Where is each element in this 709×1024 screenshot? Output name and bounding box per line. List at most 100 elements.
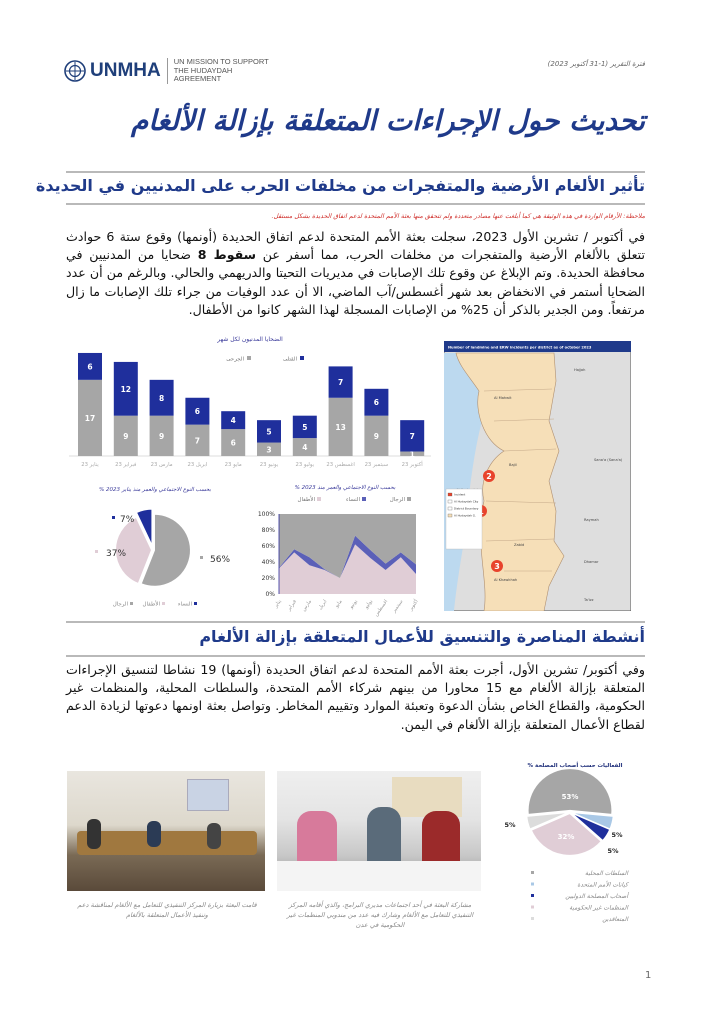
map-legend-swatch bbox=[447, 499, 453, 504]
map-legend-swatch bbox=[447, 492, 453, 497]
legend-label: السلطات المحلية bbox=[585, 870, 629, 877]
map-place-label: Al Mahwit bbox=[494, 396, 512, 400]
map-title: Number of landmine and ERW incidents per… bbox=[448, 346, 592, 350]
bar-value-label: 5 bbox=[302, 423, 307, 432]
logo-subtitle-line: AGREEMENT bbox=[173, 74, 222, 84]
gender-age-pie-chart: % بحسب النوع الاجتماعي والعمر منذ يناير … bbox=[95, 486, 230, 608]
x-tick-label: مايو bbox=[333, 598, 343, 609]
legend-label: المنظمات غير الحكومية bbox=[569, 905, 629, 912]
legend-label: القتلى bbox=[283, 357, 298, 363]
legend-swatch bbox=[531, 905, 534, 909]
bar-value-label: 5 bbox=[266, 427, 271, 436]
district-boundary bbox=[503, 448, 557, 452]
legend-swatch bbox=[531, 882, 534, 886]
map-title-bar bbox=[444, 341, 631, 352]
legend-swatch bbox=[162, 602, 165, 605]
chart-title: % بحسب النوع الاجتماعي والعمر منذ 2023 bbox=[295, 484, 396, 491]
bar-segment bbox=[78, 379, 102, 456]
legend-swatch bbox=[247, 356, 251, 360]
district-boundary bbox=[483, 388, 553, 392]
legend-swatch bbox=[317, 497, 321, 501]
bar-value-label: 6 bbox=[195, 407, 200, 416]
logo-text: UNMHA bbox=[90, 60, 161, 81]
x-tick-label: أكتوبر 23 bbox=[402, 460, 424, 468]
incident-count: 3 bbox=[494, 562, 500, 571]
pie-slice bbox=[115, 516, 153, 585]
incident-marker bbox=[483, 470, 495, 482]
bar-segment bbox=[328, 366, 353, 398]
photo-programme-managers-meeting bbox=[277, 771, 481, 891]
unmha-logo: UNMHA UN MISSION TO SUPPORT THE HUDAYDAH… bbox=[64, 58, 269, 84]
x-tick-label: مارس bbox=[301, 598, 313, 612]
legend-label: الأطفال bbox=[143, 600, 161, 608]
legend-label: النساء bbox=[346, 497, 361, 503]
map-place-label: Hajjah bbox=[574, 368, 585, 372]
bar-value-label: 9 bbox=[374, 432, 379, 441]
bar-segment bbox=[149, 379, 174, 416]
map-legend bbox=[445, 488, 483, 550]
map-legend-swatch bbox=[447, 513, 453, 518]
bar-value-label: 6 bbox=[231, 439, 236, 448]
bar-value-label: 17 bbox=[85, 414, 95, 423]
pie-data-label: 32% bbox=[558, 833, 575, 841]
pie-data-label: 53% bbox=[562, 793, 579, 801]
x-tick-label: اغسطس bbox=[373, 599, 389, 618]
x-tick-label: يوليو bbox=[363, 598, 374, 611]
page-number: 1 bbox=[645, 970, 652, 981]
gender-age-area-chart: % بحسب النوع الاجتماعي والعمر منذ 2023 ال… bbox=[258, 484, 420, 618]
area-series bbox=[279, 544, 416, 594]
photo-caption: مشاركة البعثة في أحد اجتماعات مديري البر… bbox=[286, 901, 474, 929]
legend-label: أصحاب المصلحة الدوليين bbox=[565, 892, 629, 900]
y-tick-label: 20% bbox=[262, 575, 276, 582]
pie-slice bbox=[135, 508, 153, 546]
bar-value-label: 7 bbox=[410, 432, 415, 441]
bar-value-label: 3 bbox=[266, 445, 271, 454]
bar-segment bbox=[257, 442, 281, 456]
pie-slice bbox=[140, 513, 191, 587]
x-tick-label: يونيو bbox=[348, 598, 359, 611]
x-tick-label: يونيو 23 bbox=[260, 462, 279, 468]
bar-value-label: 7 bbox=[338, 378, 343, 387]
legend-label: الرجال bbox=[113, 602, 129, 608]
pie-data-label: 56% bbox=[210, 555, 230, 565]
bar-segment bbox=[185, 397, 210, 425]
y-tick-label: 80% bbox=[262, 527, 276, 534]
section1-heading: تأثير الألغام الأرضية والمتفجرات من مخلف… bbox=[35, 176, 645, 195]
legend-swatch bbox=[407, 497, 411, 501]
x-tick-label: سبتمبر bbox=[391, 599, 405, 615]
pie-data-label: 5% bbox=[611, 831, 623, 839]
photo-meeting-executive-center bbox=[67, 771, 265, 891]
incident-marker bbox=[491, 560, 503, 572]
bar-value-label: 9 bbox=[159, 432, 164, 441]
x-tick-label: فبراير bbox=[285, 598, 298, 613]
district-boundary bbox=[493, 418, 555, 422]
map-legend-label: Al Hudaydah G. bbox=[454, 514, 476, 518]
y-tick-label: 0% bbox=[265, 591, 275, 598]
map-place-label: Al Khawkhah bbox=[494, 578, 517, 582]
bar-segment bbox=[292, 415, 317, 439]
disclaimer-note: ملاحظة: الأرقام الواردة في هذه الوثيقة ه… bbox=[271, 213, 645, 220]
chart-title: الضحايا المدنيون لكل شهر bbox=[216, 336, 283, 343]
legend-label: الأطفال bbox=[298, 495, 316, 503]
area-series bbox=[279, 514, 416, 578]
bar-value-label: 9 bbox=[123, 432, 128, 441]
bar-value-label: 12 bbox=[121, 385, 131, 394]
incident-count: 2 bbox=[486, 472, 492, 481]
x-tick-label: يناير 23 bbox=[81, 462, 99, 468]
x-tick-label: مايو 23 bbox=[225, 462, 242, 468]
hudaydah-governorate bbox=[455, 352, 565, 611]
page-title: تحديث حول الإجراءات المتعلقة بإزالة الأل… bbox=[130, 104, 645, 137]
bar-segment bbox=[113, 415, 138, 456]
bar-value-label: 6 bbox=[87, 362, 92, 371]
bar-value-label: 4 bbox=[302, 443, 307, 452]
y-tick-label: 40% bbox=[262, 559, 276, 566]
legend-swatch bbox=[531, 871, 534, 874]
bar-segment bbox=[185, 424, 210, 456]
paragraph-text: في أكتوبر / تشرين الأول 2023، سجلت بعثة … bbox=[66, 229, 645, 263]
y-tick-label: 100% bbox=[258, 511, 275, 518]
bar-segment bbox=[292, 438, 317, 456]
bar-segment bbox=[78, 352, 102, 380]
bar-segment bbox=[400, 420, 425, 452]
x-tick-label: أكتوبر bbox=[406, 598, 420, 613]
bar-segment bbox=[400, 451, 425, 456]
